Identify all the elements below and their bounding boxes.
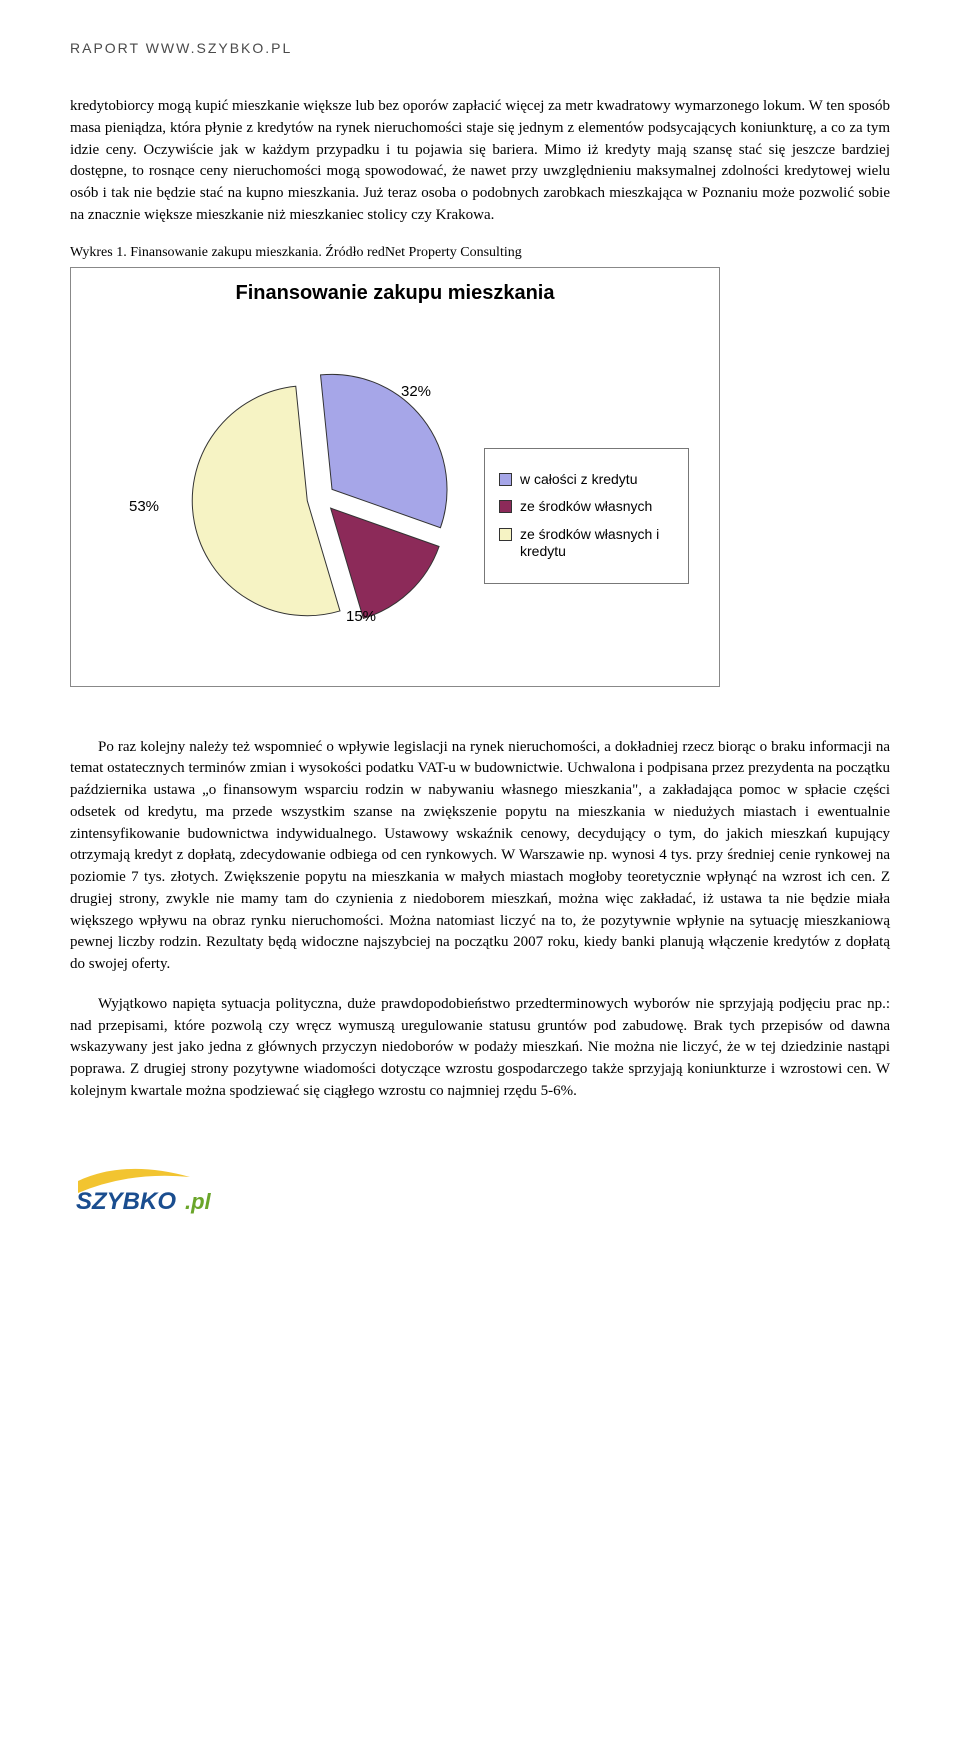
- slice-label-53: 53%: [129, 498, 159, 515]
- chart-legend: w całości z kredytu ze środków własnych …: [484, 448, 689, 584]
- pie-chart: [181, 358, 461, 643]
- legend-item-own: ze środków własnych: [499, 498, 674, 516]
- pie-chart-container: Finansowanie zakupu mieszkania 32% 53% 1…: [70, 267, 720, 687]
- chart-title: Finansowanie zakupu mieszkania: [71, 268, 719, 305]
- legend-label: ze środków własnych: [520, 498, 652, 516]
- legend-swatch: [499, 473, 512, 486]
- slice-label-15: 15%: [346, 608, 376, 625]
- szybko-logo: SZYBKO .pl: [70, 1163, 890, 1218]
- logo-text-main: SZYBKO: [76, 1188, 176, 1215]
- report-header: RAPORT WWW.SZYBKO.PL: [70, 40, 890, 56]
- chart-caption: Wykres 1. Finansowanie zakupu mieszkania…: [70, 245, 890, 261]
- legend-swatch: [499, 500, 512, 513]
- slice-label-32: 32%: [401, 383, 431, 400]
- legend-label: ze środków własnych i kredytu: [520, 526, 674, 561]
- legend-swatch: [499, 528, 512, 541]
- logo-text-suffix: .pl: [185, 1189, 212, 1214]
- legend-item-mixed: ze środków własnych i kredytu: [499, 526, 674, 561]
- pie-slice-mixed: [192, 386, 340, 615]
- legend-label: w całości z kredytu: [520, 471, 637, 489]
- paragraph-2: Po raz kolejny należy też wspomnieć o wp…: [70, 737, 890, 976]
- pie-slice-own: [331, 508, 439, 618]
- paragraph-3: Wyjątkowo napięta sytuacja polityczna, d…: [70, 994, 890, 1103]
- paragraph-1: kredytobiorcy mogą kupić mieszkanie więk…: [70, 96, 890, 227]
- legend-item-credit: w całości z kredytu: [499, 471, 674, 489]
